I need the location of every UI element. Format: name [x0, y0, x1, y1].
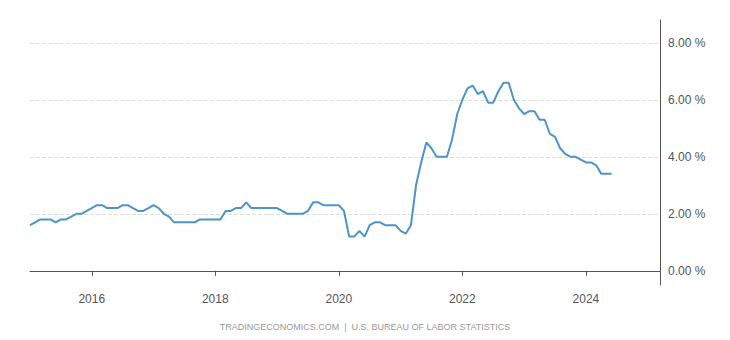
svg-text:2.00 %: 2.00 % [668, 207, 706, 221]
svg-text:6.00 %: 6.00 % [668, 93, 706, 107]
svg-text:2018: 2018 [202, 292, 229, 306]
svg-text:2022: 2022 [449, 292, 476, 306]
svg-text:0.00 %: 0.00 % [668, 264, 706, 278]
svg-text:2016: 2016 [78, 292, 105, 306]
svg-text:TRADINGECONOMICS.COM | U.S.: TRADINGECONOMICS.COM | U.S. BUREAU OF LA… [220, 322, 511, 332]
svg-text:2024: 2024 [573, 292, 600, 306]
svg-text:2020: 2020 [325, 292, 352, 306]
svg-text:4.00 %: 4.00 % [668, 150, 706, 164]
svg-text:8.00 %: 8.00 % [668, 36, 706, 50]
